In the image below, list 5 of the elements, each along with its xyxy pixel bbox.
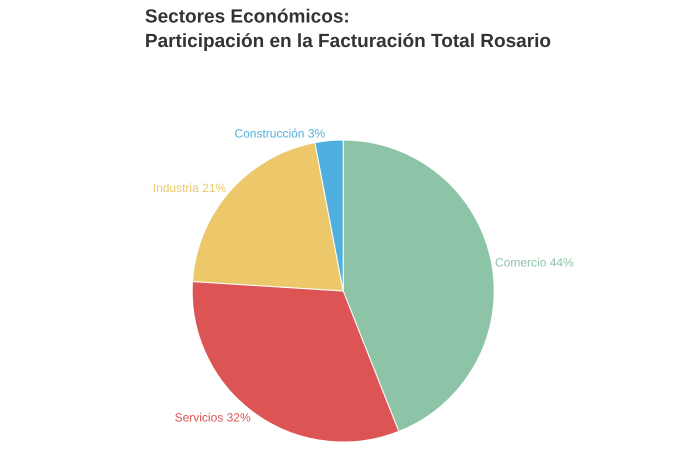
slice-label: Servicios 32%: [174, 410, 251, 425]
slice-label: Construcción 3%: [234, 126, 326, 141]
slice-label: Comercio 44%: [495, 255, 574, 270]
slice-label: Industria 21%: [152, 181, 226, 196]
chart-title: Sectores Económicos: Participación en la Facturación Total Rosario: [144, 6, 552, 52]
